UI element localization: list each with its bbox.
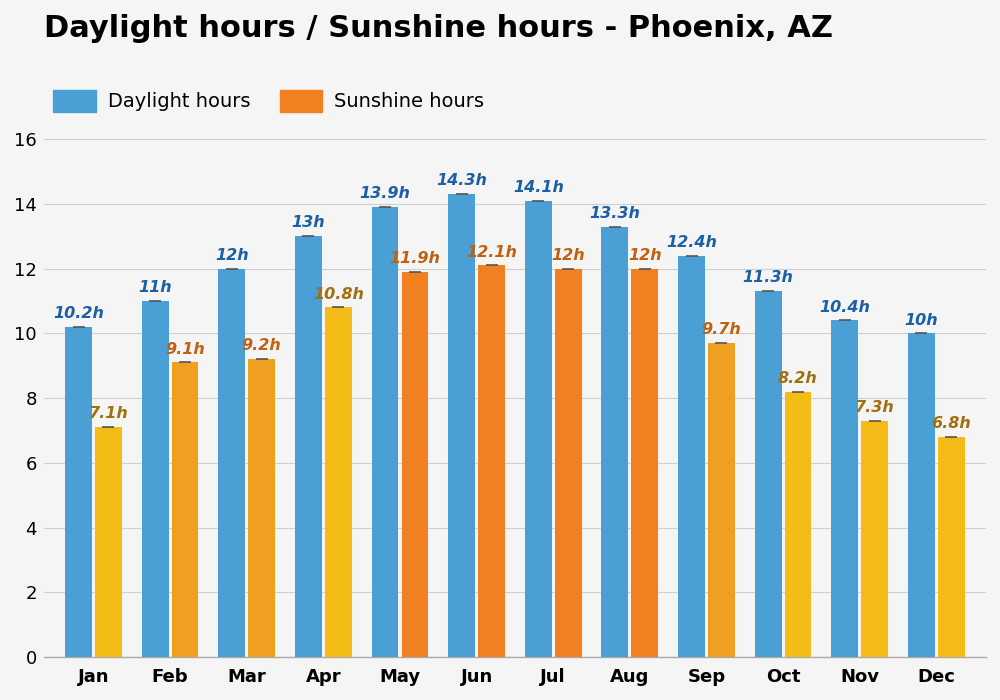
Text: 9.7h: 9.7h <box>702 322 741 337</box>
Bar <box>708 343 735 657</box>
Text: 10.2h: 10.2h <box>53 306 104 321</box>
Text: 11h: 11h <box>138 280 172 295</box>
Text: 7.3h: 7.3h <box>855 400 895 415</box>
Text: 12.1h: 12.1h <box>466 244 517 260</box>
Bar <box>448 194 475 657</box>
Text: 14.1h: 14.1h <box>513 180 564 195</box>
Text: 12h: 12h <box>628 248 662 262</box>
Text: 11.3h: 11.3h <box>743 270 794 286</box>
Text: 10h: 10h <box>905 312 938 328</box>
Bar <box>325 307 352 657</box>
Text: 7.1h: 7.1h <box>89 407 128 421</box>
Bar <box>142 301 169 657</box>
Bar <box>755 291 782 657</box>
Bar <box>785 391 811 657</box>
Bar <box>555 269 582 657</box>
Bar <box>172 363 198 657</box>
Text: 12h: 12h <box>551 248 585 262</box>
Bar <box>938 437 965 657</box>
Legend: Daylight hours, Sunshine hours: Daylight hours, Sunshine hours <box>53 90 484 111</box>
Text: 6.8h: 6.8h <box>931 416 971 431</box>
Text: 13.9h: 13.9h <box>360 186 410 202</box>
Text: 13.3h: 13.3h <box>589 206 640 220</box>
Text: 14.3h: 14.3h <box>436 174 487 188</box>
Text: 13h: 13h <box>292 216 325 230</box>
Text: 11.9h: 11.9h <box>389 251 440 266</box>
Text: 12.4h: 12.4h <box>666 235 717 250</box>
Bar <box>95 427 122 657</box>
Bar <box>248 359 275 657</box>
Bar <box>631 269 658 657</box>
Bar <box>218 269 245 657</box>
Text: 10.8h: 10.8h <box>313 286 364 302</box>
Bar <box>402 272 428 657</box>
Text: 10.4h: 10.4h <box>819 300 870 314</box>
Bar <box>372 207 398 657</box>
Bar <box>678 256 705 657</box>
Text: 12h: 12h <box>215 248 249 262</box>
Text: 9.1h: 9.1h <box>165 342 205 357</box>
Bar <box>861 421 888 657</box>
Bar <box>525 201 552 657</box>
Bar <box>65 327 92 657</box>
Text: Daylight hours / Sunshine hours - Phoenix, AZ: Daylight hours / Sunshine hours - Phoeni… <box>44 14 833 43</box>
Bar <box>831 321 858 657</box>
Bar <box>601 227 628 657</box>
Text: 8.2h: 8.2h <box>778 371 818 386</box>
Bar <box>295 237 322 657</box>
Bar <box>908 333 935 657</box>
Bar <box>478 265 505 657</box>
Text: 9.2h: 9.2h <box>242 338 282 354</box>
